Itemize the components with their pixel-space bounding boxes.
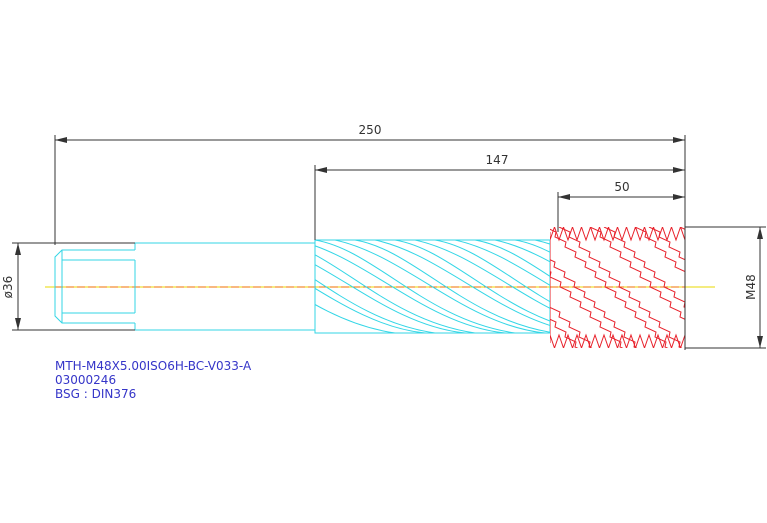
thread-band bbox=[694, 227, 767, 377]
flute-curve bbox=[315, 264, 466, 333]
flute-curve bbox=[315, 303, 396, 333]
dimension-label: ø36 bbox=[1, 276, 15, 299]
flute-curve bbox=[315, 245, 506, 333]
flute-curve bbox=[414, 240, 550, 309]
dimension-label: M48 bbox=[744, 274, 758, 300]
thread-band bbox=[550, 270, 624, 348]
flute-curve bbox=[315, 287, 426, 333]
dimension-lines bbox=[12, 135, 766, 350]
flute-curve bbox=[474, 240, 550, 277]
dimension-label: 250 bbox=[359, 123, 382, 137]
thread-band bbox=[725, 227, 767, 377]
thread-band bbox=[634, 227, 685, 278]
flute-curve bbox=[315, 240, 516, 333]
flutes bbox=[315, 240, 550, 333]
thread-band bbox=[603, 227, 685, 309]
thread-band bbox=[648, 227, 685, 261]
title-line: 03000246 bbox=[55, 373, 116, 387]
flute-curve bbox=[354, 240, 550, 333]
flute-curve bbox=[394, 240, 550, 322]
thread bbox=[550, 227, 767, 377]
flute-curve bbox=[315, 254, 476, 333]
thread-band bbox=[558, 227, 683, 348]
title-line: BSG : DIN376 bbox=[55, 387, 136, 401]
dimension-label: 147 bbox=[486, 153, 509, 167]
flute-curve bbox=[334, 240, 546, 333]
flute-curve bbox=[454, 240, 550, 286]
thread-band bbox=[679, 227, 685, 230]
flute-curve bbox=[494, 240, 550, 263]
title-line: MTH-M48X5.00ISO6H-BC-V033-A bbox=[55, 359, 252, 373]
thread-band bbox=[589, 227, 685, 320]
flute-curve bbox=[514, 240, 550, 253]
thread-band bbox=[550, 259, 638, 348]
flute-curve bbox=[315, 279, 436, 333]
flute-curve bbox=[434, 240, 550, 303]
dimension-label: 50 bbox=[614, 180, 629, 194]
flute-curve bbox=[374, 240, 550, 326]
arrows bbox=[15, 137, 763, 348]
thread-band bbox=[550, 228, 669, 348]
thread-band bbox=[739, 227, 767, 377]
